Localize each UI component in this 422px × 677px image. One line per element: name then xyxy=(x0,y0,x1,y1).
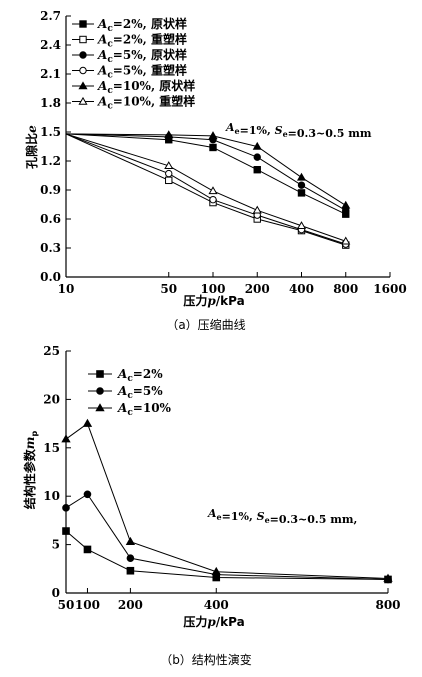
x-tick-label: 400 xyxy=(204,598,229,612)
data-point xyxy=(253,166,261,174)
series-line xyxy=(65,133,347,206)
y-tick-label: 1.8 xyxy=(40,96,61,110)
data-point xyxy=(209,143,217,152)
legend-label: Ac=2%, 原状样 xyxy=(97,16,187,34)
data-point xyxy=(126,554,135,562)
y-axis-title: 结构性参数mp xyxy=(22,431,39,510)
x-tick-label: 50 xyxy=(160,282,177,296)
legend-marker xyxy=(79,66,87,75)
x-tick-label: 10 xyxy=(58,282,75,296)
x-tick-label: 400 xyxy=(289,282,314,296)
legend-label: Ac=10%, 重塑样 xyxy=(97,94,195,112)
data-point xyxy=(383,573,393,582)
legend-label: Ac=5% xyxy=(117,384,163,401)
x-tick-label: 50 xyxy=(58,598,75,612)
series-line xyxy=(65,422,389,579)
data-point xyxy=(208,186,218,195)
compression-chart: 0.0 0.3 0.6 0.9 1.2 1.5 1.8 2.1 2.4 2.7 10 50 100 200… xyxy=(24,9,407,330)
legend-label: Ac=5%, 重塑样 xyxy=(97,63,187,81)
x-axis-title: 压力p/kPa xyxy=(183,614,244,629)
y-tick-label: 15 xyxy=(43,441,60,455)
data-point xyxy=(296,172,307,181)
series-line xyxy=(65,133,346,215)
data-point xyxy=(297,181,306,189)
data-point xyxy=(165,169,173,178)
legend-marker xyxy=(78,96,88,105)
data-point xyxy=(62,504,70,512)
legend-label: Ac=5%, 原状样 xyxy=(97,47,187,65)
x-tick-label: 800 xyxy=(333,282,358,296)
data-point xyxy=(164,130,174,139)
data-point xyxy=(165,176,173,185)
y-axis-title: 孔隙比e xyxy=(24,125,39,169)
y-tick-label: 20 xyxy=(43,392,60,406)
y-tick-label: 2.7 xyxy=(40,9,61,23)
y-tick-label: 2.1 xyxy=(40,67,61,81)
legend-marker xyxy=(95,403,105,412)
y-tick-label: 5 xyxy=(52,538,60,552)
y-tick-label: 1.2 xyxy=(40,154,61,168)
data-point xyxy=(209,195,217,204)
data-point xyxy=(208,131,218,140)
y-tick-label: 2.4 xyxy=(40,38,61,52)
y-tick-label: 10 xyxy=(43,489,60,503)
legend-label: Ac=10% xyxy=(117,401,172,418)
legend-label: Ac=2% xyxy=(117,367,163,384)
legend-label: Ac=2%, 重塑样 xyxy=(97,32,187,50)
data-point xyxy=(62,527,70,535)
x-tick-label: 1600 xyxy=(373,282,406,296)
data-point xyxy=(341,200,351,209)
data-point xyxy=(253,153,261,161)
y-tick-label: 0 xyxy=(52,586,60,600)
data-point xyxy=(82,418,93,427)
data-point xyxy=(252,141,262,150)
x-tick-label: 200 xyxy=(118,598,143,612)
data-point xyxy=(83,545,92,554)
legend-marker xyxy=(78,81,88,90)
data-point xyxy=(252,205,262,214)
y-tick-label: 0.6 xyxy=(40,212,61,226)
chart-annotation: Ae=1%, Se=0.3~0.5 mm, xyxy=(207,507,357,526)
legend-marker xyxy=(79,20,87,28)
data-point xyxy=(164,161,174,170)
y-tick-label: 0.3 xyxy=(40,241,61,255)
y-tick-label: 0.9 xyxy=(40,183,61,197)
legend-marker xyxy=(79,51,87,59)
legend-marker xyxy=(79,35,87,44)
x-tick-label: 800 xyxy=(375,598,400,612)
y-tick-label: 1.5 xyxy=(40,125,61,139)
series-line xyxy=(65,133,346,211)
series-line xyxy=(65,133,346,245)
data-point xyxy=(341,236,351,245)
series-line xyxy=(65,133,346,246)
legend-marker xyxy=(96,387,104,395)
x-tick-label: 100 xyxy=(200,282,225,296)
structure-chart: 0 5 10 15 20 25 50 100 200 400 800 Ac=2%Ac=5%Ac=10%… xyxy=(22,344,401,667)
legend-marker xyxy=(96,370,104,378)
x-tick-label: 200 xyxy=(245,282,270,296)
legend-label: Ac=10%, 原状样 xyxy=(97,78,195,96)
y-tick-label: 25 xyxy=(43,344,60,358)
data-point xyxy=(296,221,307,229)
x-tick-label: 100 xyxy=(75,598,100,612)
y-tick-label: 0.0 xyxy=(40,270,61,284)
data-point xyxy=(125,536,136,546)
figure-caption: （b）结构性演变 xyxy=(160,652,252,667)
data-point xyxy=(126,566,135,575)
chart-annotation: Ae=1%, Se=0.3~0.5 mm xyxy=(225,121,372,140)
x-axis-title: 压力p/kPa xyxy=(183,293,244,308)
series-line xyxy=(65,133,346,242)
data-point xyxy=(83,490,92,499)
data-point xyxy=(211,566,221,576)
data-point xyxy=(297,189,306,197)
figure-caption: （a）压缩曲线 xyxy=(166,317,245,330)
series-line xyxy=(65,493,389,580)
data-point xyxy=(61,434,71,443)
